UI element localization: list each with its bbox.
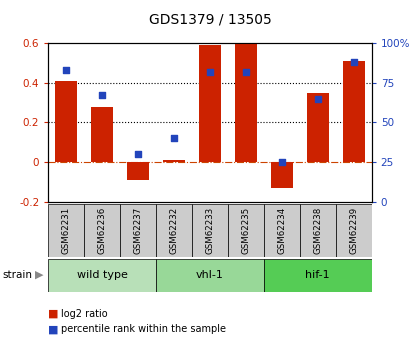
- Text: GSM62232: GSM62232: [170, 207, 178, 254]
- Text: GSM62235: GSM62235: [241, 207, 250, 254]
- Bar: [156, 204, 192, 257]
- Bar: [156, 259, 264, 292]
- Bar: [92, 107, 113, 162]
- Point: [278, 159, 285, 165]
- Point: [350, 59, 357, 65]
- Text: log2 ratio: log2 ratio: [61, 309, 108, 319]
- Text: percentile rank within the sample: percentile rank within the sample: [61, 325, 226, 334]
- Bar: [120, 204, 156, 257]
- Text: vhl-1: vhl-1: [196, 270, 224, 280]
- Bar: [235, 41, 257, 162]
- Bar: [48, 204, 84, 257]
- Text: ▶: ▶: [35, 270, 43, 280]
- Point: [63, 67, 70, 73]
- Point: [171, 136, 177, 141]
- Bar: [264, 259, 372, 292]
- Bar: [264, 204, 300, 257]
- Text: wild type: wild type: [77, 270, 128, 280]
- Bar: [307, 93, 328, 162]
- Bar: [228, 204, 264, 257]
- Text: GSM62238: GSM62238: [313, 207, 322, 254]
- Bar: [84, 204, 120, 257]
- Point: [99, 93, 105, 98]
- Point: [207, 69, 213, 75]
- Text: ■: ■: [48, 325, 59, 334]
- Point: [315, 96, 321, 101]
- Bar: [127, 162, 149, 180]
- Bar: [55, 81, 77, 162]
- Bar: [192, 204, 228, 257]
- Text: GSM62236: GSM62236: [98, 207, 107, 254]
- Bar: [336, 204, 372, 257]
- Bar: [343, 61, 365, 162]
- Text: GSM62237: GSM62237: [134, 207, 143, 254]
- Text: strain: strain: [2, 270, 32, 280]
- Bar: [271, 162, 293, 188]
- Text: GDS1379 / 13505: GDS1379 / 13505: [149, 12, 271, 26]
- Text: GSM62239: GSM62239: [349, 207, 358, 254]
- Bar: [199, 45, 221, 162]
- Bar: [48, 259, 156, 292]
- Text: hif-1: hif-1: [305, 270, 330, 280]
- Bar: [163, 160, 185, 162]
- Text: GSM62231: GSM62231: [62, 207, 71, 254]
- Point: [243, 69, 249, 75]
- Point: [135, 151, 142, 157]
- Bar: [300, 204, 336, 257]
- Text: GSM62234: GSM62234: [277, 207, 286, 254]
- Text: ■: ■: [48, 309, 59, 319]
- Text: GSM62233: GSM62233: [205, 207, 215, 254]
